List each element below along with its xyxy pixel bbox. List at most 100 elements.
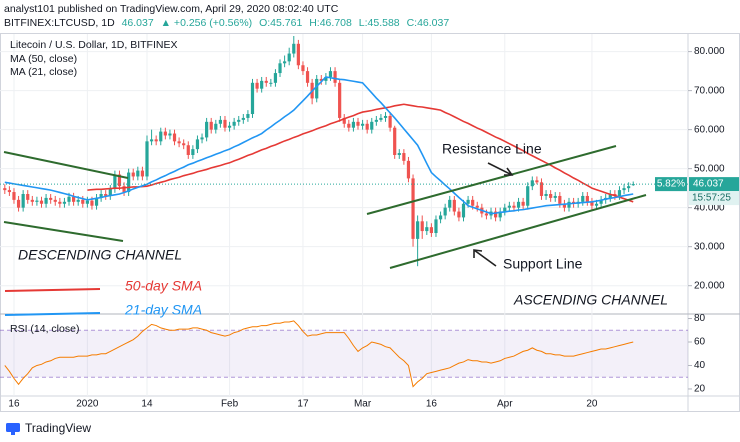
rsi-line bbox=[4, 320, 634, 388]
rsi-title: RSI (14, close) bbox=[10, 323, 79, 335]
candle-body bbox=[250, 82, 255, 115]
candle-body bbox=[434, 219, 438, 234]
y-tick-label: 80 bbox=[694, 313, 706, 324]
candle-body bbox=[402, 153, 406, 161]
candle-body bbox=[127, 172, 131, 193]
candle-body bbox=[539, 182, 544, 196]
candle-body bbox=[246, 114, 250, 118]
candle-body bbox=[374, 119, 378, 122]
candle-body bbox=[416, 221, 420, 239]
last-price-box bbox=[689, 177, 739, 192]
candle-body bbox=[269, 82, 273, 84]
candle-body bbox=[498, 211, 502, 218]
y-tick-label: 20.000 bbox=[694, 280, 725, 291]
published-line: analyst101 published on TradingView.com,… bbox=[4, 3, 339, 15]
candle-body bbox=[475, 205, 479, 208]
candle-body bbox=[406, 160, 411, 179]
candle-body bbox=[117, 174, 122, 187]
candle-body bbox=[383, 115, 388, 118]
x-tick-label: 17 bbox=[297, 399, 309, 410]
candle-body bbox=[594, 203, 599, 206]
candle-body bbox=[530, 180, 534, 187]
ohlc-open: O:45.761 bbox=[259, 17, 302, 29]
candle-body bbox=[232, 121, 236, 126]
candle-body bbox=[599, 199, 603, 204]
candle-body bbox=[99, 194, 103, 198]
candle-body bbox=[108, 188, 112, 196]
y-tick-label: 50.000 bbox=[694, 163, 725, 174]
candle-body bbox=[521, 201, 525, 206]
logo-icon bbox=[11, 432, 15, 435]
candle-body bbox=[558, 195, 562, 204]
annotation: 21-day SMA bbox=[124, 302, 202, 318]
annotation: ASCENDING CHANNEL bbox=[513, 292, 668, 308]
symbol: BITFINEX:LTCUSD, 1D bbox=[4, 17, 115, 29]
x-tick-label: 16 bbox=[8, 399, 20, 410]
candle-body bbox=[209, 121, 213, 130]
candle-body bbox=[370, 121, 374, 130]
candle-body bbox=[163, 131, 167, 136]
ohlc-low: L:45.588 bbox=[359, 17, 400, 29]
candle-body bbox=[177, 141, 181, 144]
candle-body bbox=[448, 199, 452, 208]
candle-body bbox=[315, 78, 319, 99]
candle-body bbox=[195, 139, 200, 150]
candle-body bbox=[273, 73, 278, 83]
x-tick-label: 2020 bbox=[76, 399, 99, 410]
candle-body bbox=[296, 43, 300, 66]
candle-body bbox=[223, 119, 227, 128]
candle-body bbox=[324, 76, 328, 81]
candle-body bbox=[544, 194, 548, 196]
y-tick-label: 70.000 bbox=[694, 85, 725, 96]
candle-body bbox=[122, 186, 126, 193]
candle-body bbox=[35, 200, 39, 202]
candle-body bbox=[154, 139, 158, 142]
candle-body bbox=[131, 172, 135, 177]
candle-body bbox=[356, 121, 360, 126]
candle-body bbox=[333, 71, 337, 83]
candle-body bbox=[516, 201, 521, 208]
countdown-label: 15:57:25 bbox=[692, 193, 731, 204]
change-box bbox=[655, 177, 687, 192]
candle-body bbox=[159, 131, 163, 142]
y-tick-label: 40 bbox=[694, 360, 706, 371]
candle-body bbox=[562, 203, 567, 208]
trend-lines bbox=[3, 145, 647, 269]
candle-body bbox=[301, 65, 305, 72]
candle-body bbox=[58, 201, 62, 204]
candle-body bbox=[76, 199, 80, 202]
candle-body bbox=[140, 170, 145, 177]
legend-entry: MA (21, close) bbox=[10, 66, 77, 78]
legend-entry: MA (50, close) bbox=[10, 53, 77, 65]
candle-body bbox=[484, 213, 489, 216]
x-tick-label: Apr bbox=[497, 399, 513, 410]
candle-body bbox=[241, 117, 245, 120]
candle-body bbox=[12, 192, 16, 200]
countdown-box bbox=[689, 191, 739, 206]
candle-body bbox=[388, 115, 392, 128]
candle-body bbox=[590, 201, 594, 206]
x-tick-label: 14 bbox=[141, 399, 153, 410]
ohlc-high: H:46.708 bbox=[309, 17, 352, 29]
candle-body bbox=[328, 71, 333, 77]
candle-body bbox=[526, 186, 530, 206]
candle-body bbox=[617, 190, 622, 196]
candle-body bbox=[53, 199, 57, 202]
candle-body bbox=[512, 205, 516, 208]
candle-body bbox=[205, 121, 209, 138]
candle-body bbox=[94, 197, 99, 206]
candle-body bbox=[7, 190, 11, 193]
candle-body bbox=[549, 194, 553, 198]
candle-body bbox=[393, 127, 397, 155]
candle-body bbox=[443, 207, 447, 216]
candle-body bbox=[278, 63, 282, 74]
descending-upper bbox=[3, 151, 129, 179]
candle-body bbox=[26, 194, 30, 200]
candle-body bbox=[214, 123, 218, 130]
footer-brand: TradingView bbox=[25, 421, 91, 435]
last-price-label: 46.037 bbox=[693, 179, 724, 190]
candle-body bbox=[608, 194, 612, 198]
candle-body bbox=[567, 201, 571, 208]
candle-body bbox=[360, 123, 365, 126]
candle-body bbox=[39, 200, 44, 204]
